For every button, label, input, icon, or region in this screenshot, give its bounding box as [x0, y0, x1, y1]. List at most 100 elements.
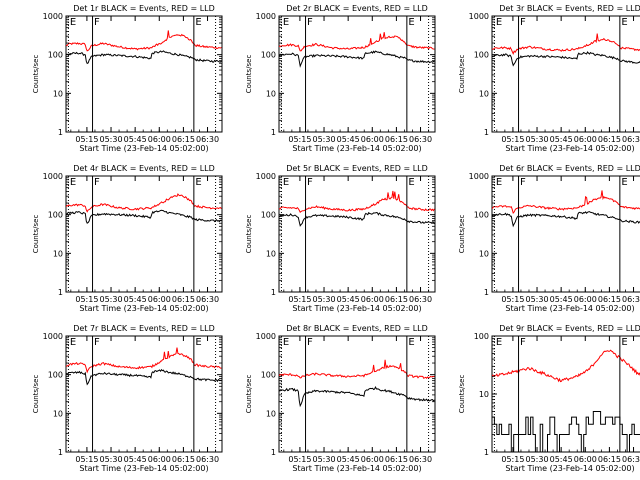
marker-label: E — [195, 17, 201, 28]
x-tick-label: 05:15 — [75, 455, 98, 464]
y-tick-label: 1 — [271, 288, 276, 297]
x-axis-label: Start Time (23-Feb-14 05:02:00) — [505, 464, 634, 473]
panel-title: Det 5r BLACK = Events, RED = LLD — [286, 164, 428, 173]
marker-label: F — [520, 177, 526, 188]
marker-label: E — [283, 17, 289, 28]
y-tick-label: 1 — [271, 448, 276, 457]
panel-title: Det 9r BLACK = Events, RED = LLD — [499, 324, 640, 333]
x-tick-label: 06:30 — [622, 455, 640, 464]
x-tick-label: 06:15 — [598, 135, 621, 144]
y-tick-label: 100 — [261, 51, 276, 60]
marker-label: E — [496, 17, 502, 28]
panel-title: Det 8r BLACK = Events, RED = LLD — [286, 324, 428, 333]
marker-label: F — [94, 17, 100, 28]
x-tick-label: 06:15 — [172, 455, 195, 464]
x-tick-label: 05:45 — [337, 295, 360, 304]
x-tick-label: 06:15 — [385, 455, 408, 464]
y-tick-label: 100 — [48, 51, 63, 60]
y-tick-label: 1 — [58, 288, 63, 297]
x-axis-label: Start Time (23-Feb-14 05:02:00) — [505, 144, 634, 153]
x-tick-label: 06:30 — [622, 135, 640, 144]
x-tick-label: 06:30 — [196, 295, 219, 304]
y-tick-label: 1 — [271, 128, 276, 137]
x-axis-label: Start Time (23-Feb-14 05:02:00) — [79, 144, 208, 153]
y-tick-label: 1000 — [469, 12, 489, 21]
x-tick-label: 05:15 — [75, 295, 98, 304]
marker-label: E — [195, 177, 201, 188]
panel-title: Det 4r BLACK = Events, RED = LLD — [73, 164, 215, 173]
series-events-black — [492, 411, 640, 452]
y-tick-label: 100 — [261, 371, 276, 380]
marker-label: E — [70, 177, 76, 188]
y-tick-label: 10 — [53, 249, 63, 258]
y-tick-label: 1 — [58, 128, 63, 137]
x-axis-label: Start Time (23-Feb-14 05:02:00) — [292, 144, 421, 153]
x-tick-label: 06:30 — [196, 455, 219, 464]
x-axis-label: Start Time (23-Feb-14 05:02:00) — [292, 304, 421, 313]
x-tick-label: 05:30 — [99, 455, 122, 464]
x-tick-label: 06:30 — [196, 135, 219, 144]
x-tick-label: 05:45 — [124, 135, 147, 144]
marker-label: E — [621, 17, 627, 28]
series-lld-red — [66, 30, 222, 52]
y-tick-label: 1 — [484, 288, 489, 297]
panel-title: Det 3r BLACK = Events, RED = LLD — [499, 4, 640, 13]
y-tick-label: 100 — [474, 332, 489, 341]
x-tick-label: 05:15 — [288, 295, 311, 304]
marker-label: E — [408, 17, 414, 28]
x-tick-label: 05:15 — [288, 455, 311, 464]
panel-det-9: Det 9r BLACK = Events, RED = LLD 1 10 100 05… — [458, 324, 640, 473]
series-events-black — [66, 368, 222, 386]
y-tick-label: 1000 — [256, 172, 276, 181]
x-tick-label: 05:45 — [550, 135, 573, 144]
y-tick-label: 10 — [266, 249, 276, 258]
x-tick-label: 05:30 — [525, 295, 548, 304]
marker-label: E — [496, 337, 502, 348]
x-axis-label: Start Time (23-Feb-14 05:02:00) — [505, 304, 634, 313]
series-events-black — [492, 51, 640, 67]
series-lld-red — [492, 190, 640, 215]
panel-det-2: Det 2r BLACK = Events, RED = LLD 1 10 100 10… — [245, 4, 436, 153]
marker-label: F — [307, 17, 313, 28]
x-tick-label: 06:00 — [361, 455, 384, 464]
y-tick-label: 1 — [58, 448, 63, 457]
marker-label: E — [70, 337, 76, 348]
y-tick-label: 10 — [53, 89, 63, 98]
y-tick-label: 1000 — [469, 172, 489, 181]
x-axis-label: Start Time (23-Feb-14 05:02:00) — [79, 304, 208, 313]
x-tick-label: 06:15 — [385, 135, 408, 144]
y-axis-label: Counts/sec — [32, 55, 40, 94]
x-tick-label: 06:30 — [409, 455, 432, 464]
panel-title: Det 1r BLACK = Events, RED = LLD — [73, 4, 215, 13]
x-tick-label: 06:30 — [409, 135, 432, 144]
series-lld-red — [279, 190, 435, 213]
y-axis-label: Counts/sec — [245, 215, 253, 254]
x-tick-label: 05:30 — [99, 295, 122, 304]
x-tick-label: 05:45 — [550, 295, 573, 304]
series-events-black — [66, 209, 222, 224]
y-tick-label: 100 — [474, 51, 489, 60]
series-events-black — [66, 50, 222, 65]
marker-label: F — [94, 177, 100, 188]
x-tick-label: 05:30 — [312, 455, 335, 464]
series-events-black — [279, 386, 435, 408]
panel-det-1: Det 1r BLACK = Events, RED = LLD 1 10 100 10… — [32, 4, 223, 153]
x-tick-label: 05:15 — [501, 135, 524, 144]
x-tick-label: 06:00 — [148, 135, 171, 144]
y-tick-label: 1000 — [256, 332, 276, 341]
y-tick-label: 100 — [48, 211, 63, 220]
panel-title: Det 2r BLACK = Events, RED = LLD — [286, 4, 428, 13]
y-axis-label: Counts/sec — [458, 55, 466, 94]
y-axis-label: Counts/sec — [32, 215, 40, 254]
y-tick-label: 1000 — [256, 12, 276, 21]
y-tick-label: 1 — [484, 448, 489, 457]
y-tick-label: 1000 — [43, 332, 63, 341]
x-tick-label: 05:45 — [550, 455, 573, 464]
y-axis-label: Counts/sec — [458, 215, 466, 254]
marker-label: E — [283, 337, 289, 348]
series-lld-red — [492, 33, 640, 55]
marker-label: F — [520, 17, 526, 28]
x-tick-label: 06:00 — [574, 455, 597, 464]
x-tick-label: 06:00 — [574, 135, 597, 144]
